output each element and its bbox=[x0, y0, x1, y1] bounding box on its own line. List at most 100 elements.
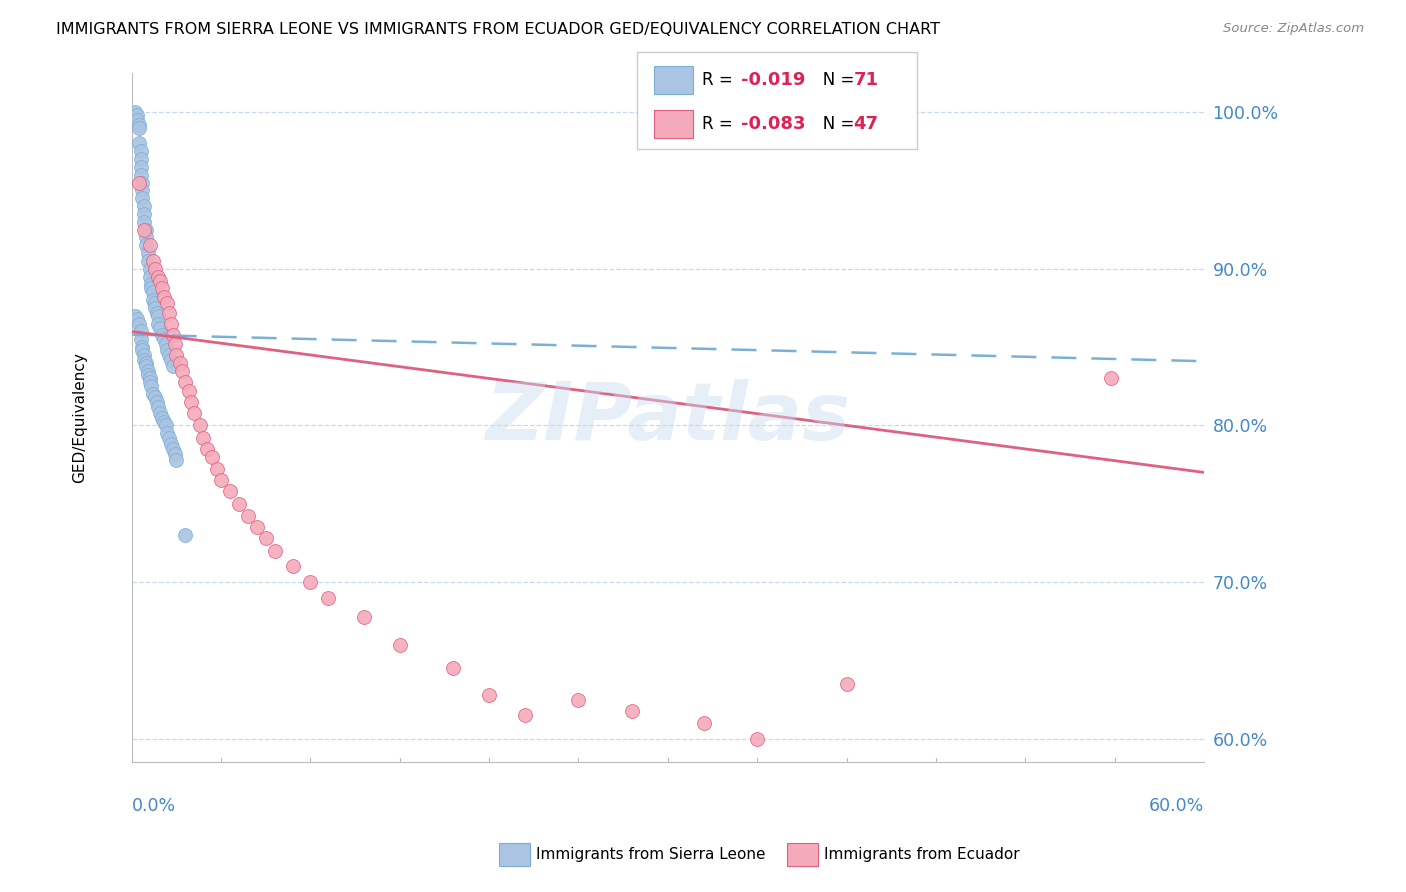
Point bbox=[201, 450, 224, 464]
Point bbox=[131, 176, 153, 190]
Point bbox=[134, 207, 156, 221]
Point bbox=[134, 222, 156, 236]
Point bbox=[163, 447, 186, 461]
Point bbox=[299, 575, 322, 590]
Point bbox=[128, 136, 150, 151]
Point bbox=[160, 317, 183, 331]
Point bbox=[138, 261, 160, 276]
Point bbox=[143, 296, 166, 310]
Point bbox=[129, 332, 152, 346]
Point bbox=[174, 528, 197, 542]
Point bbox=[153, 415, 176, 429]
Point bbox=[145, 395, 167, 409]
Text: -0.083: -0.083 bbox=[741, 115, 806, 133]
Point bbox=[165, 348, 187, 362]
Point bbox=[129, 145, 152, 159]
Point bbox=[149, 321, 172, 335]
Point bbox=[150, 410, 173, 425]
Point bbox=[128, 118, 150, 132]
Point bbox=[150, 280, 173, 294]
Point bbox=[148, 309, 170, 323]
Point bbox=[353, 609, 375, 624]
Point bbox=[128, 176, 150, 190]
Point bbox=[143, 301, 166, 315]
Point bbox=[135, 359, 157, 373]
Point bbox=[183, 406, 205, 420]
Point bbox=[219, 484, 242, 499]
Point bbox=[128, 120, 150, 135]
Point bbox=[145, 306, 167, 320]
Point bbox=[162, 442, 184, 456]
Point bbox=[136, 246, 159, 260]
Point bbox=[162, 359, 184, 373]
Point bbox=[195, 442, 218, 456]
Point bbox=[142, 254, 165, 268]
Point bbox=[134, 215, 156, 229]
Point bbox=[124, 105, 146, 120]
Point bbox=[148, 317, 170, 331]
Point bbox=[169, 356, 191, 370]
Point bbox=[136, 363, 159, 377]
Point bbox=[157, 306, 180, 320]
Point bbox=[129, 325, 152, 339]
Text: 47: 47 bbox=[853, 115, 879, 133]
Point bbox=[128, 317, 150, 331]
Point bbox=[209, 473, 232, 487]
Point bbox=[135, 222, 157, 236]
Text: 0.0%: 0.0% bbox=[132, 797, 176, 814]
Point bbox=[165, 453, 187, 467]
Point bbox=[124, 309, 146, 323]
Text: 60.0%: 60.0% bbox=[1149, 797, 1204, 814]
Point bbox=[153, 332, 176, 346]
Point bbox=[143, 390, 166, 404]
Point bbox=[157, 431, 180, 445]
Point bbox=[835, 677, 858, 691]
Point bbox=[207, 462, 229, 476]
Text: -0.019: -0.019 bbox=[741, 70, 806, 88]
Point bbox=[567, 692, 589, 706]
Text: IMMIGRANTS FROM SIERRA LEONE VS IMMIGRANTS FROM ECUADOR GED/EQUIVALENCY CORRELAT: IMMIGRANTS FROM SIERRA LEONE VS IMMIGRAN… bbox=[56, 22, 941, 37]
Point bbox=[316, 591, 339, 605]
Point bbox=[177, 384, 200, 398]
Point bbox=[136, 254, 159, 268]
Point bbox=[246, 520, 269, 534]
Point bbox=[134, 352, 156, 367]
Point bbox=[138, 269, 160, 284]
Point bbox=[188, 418, 211, 433]
Point bbox=[142, 293, 165, 307]
Point bbox=[156, 343, 179, 358]
Point bbox=[142, 387, 165, 401]
Text: R =: R = bbox=[702, 115, 738, 133]
Text: N =: N = bbox=[807, 115, 859, 133]
Point bbox=[162, 327, 184, 342]
Point bbox=[148, 400, 170, 414]
Point bbox=[281, 559, 304, 574]
Text: 71: 71 bbox=[853, 70, 879, 88]
Point bbox=[149, 274, 172, 288]
Point bbox=[160, 437, 183, 451]
Text: Immigrants from Ecuador: Immigrants from Ecuador bbox=[824, 847, 1019, 862]
Point bbox=[129, 152, 152, 166]
Point bbox=[228, 497, 250, 511]
Point bbox=[160, 352, 183, 367]
Point bbox=[143, 261, 166, 276]
Point bbox=[191, 431, 214, 445]
Point bbox=[153, 290, 176, 304]
Point bbox=[163, 337, 186, 351]
Point bbox=[131, 191, 153, 205]
Point bbox=[478, 688, 501, 702]
Point bbox=[388, 638, 411, 652]
Point bbox=[157, 348, 180, 362]
Point bbox=[131, 184, 153, 198]
Text: R =: R = bbox=[702, 70, 738, 88]
Point bbox=[692, 716, 714, 731]
Point bbox=[125, 312, 148, 326]
Point bbox=[135, 230, 157, 244]
Point bbox=[138, 238, 160, 252]
Point bbox=[263, 543, 285, 558]
Text: N =: N = bbox=[807, 70, 859, 88]
Point bbox=[1099, 371, 1122, 385]
Point bbox=[174, 375, 197, 389]
Point bbox=[138, 375, 160, 389]
Point bbox=[236, 509, 259, 524]
